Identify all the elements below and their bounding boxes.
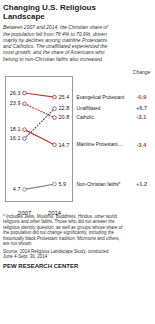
svg-text:14.7: 14.7 <box>59 141 70 147</box>
svg-text:18.1: 18.1 <box>10 126 21 132</box>
svg-text:20.8: 20.8 <box>59 114 70 120</box>
svg-text:Change: Change <box>133 69 151 75</box>
svg-text:Catholic: Catholic <box>77 115 95 120</box>
svg-text:25.4: 25.4 <box>59 94 70 100</box>
svg-text:-3.1: -3.1 <box>137 114 146 120</box>
svg-text:-0.9: -0.9 <box>137 94 146 100</box>
svg-text:+1.2: +1.2 <box>136 181 147 187</box>
svg-text:4.7: 4.7 <box>13 186 21 192</box>
svg-text:16.1: 16.1 <box>10 135 21 141</box>
svg-text:26.3: 26.3 <box>10 90 21 96</box>
svg-text:-3.4: -3.4 <box>137 141 147 147</box>
svg-text:23.9: 23.9 <box>10 100 21 106</box>
svg-text:Evangelical Protestant: Evangelical Protestant <box>77 94 125 99</box>
svg-text:Mainline Protestant....: Mainline Protestant.... <box>77 142 123 147</box>
svg-text:22.8: 22.8 <box>59 105 70 111</box>
svg-text:5.9: 5.9 <box>59 181 67 187</box>
svg-text:Unaffiliated: Unaffiliated <box>77 106 101 111</box>
svg-text:Non-Christian faiths*: Non-Christian faiths* <box>77 182 121 187</box>
svg-text:+6.7: +6.7 <box>136 105 147 111</box>
